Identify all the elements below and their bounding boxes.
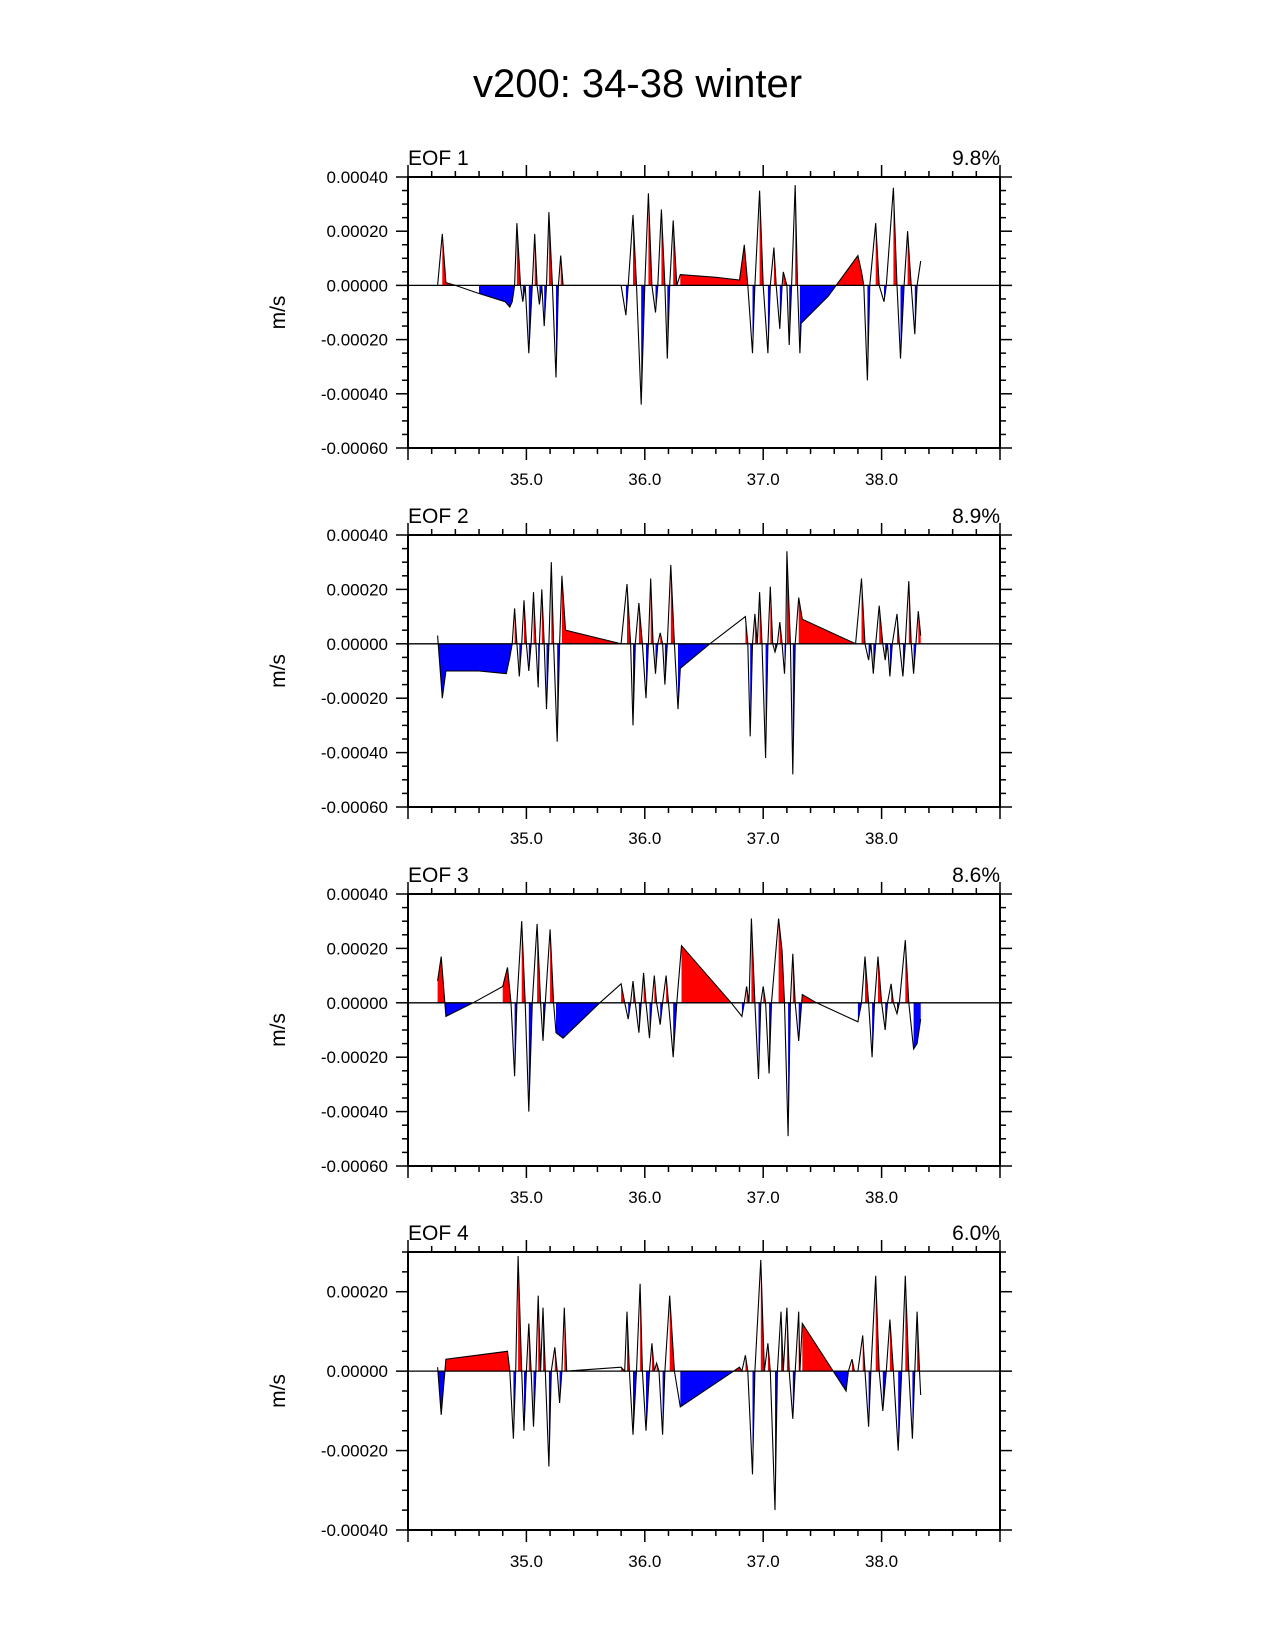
- positive-fill-12: [561, 575, 622, 644]
- x-tick-label: 37.0: [747, 829, 780, 848]
- x-tick-label: 38.0: [865, 1188, 898, 1207]
- y-tick-label: -0.00060: [321, 439, 388, 458]
- positive-fill-0: [437, 956, 445, 1003]
- y-tick-label: 0.00020: [327, 222, 388, 241]
- y-tick-label: 0.00000: [327, 1362, 388, 1381]
- x-tick-label: 35.0: [510, 829, 543, 848]
- y-tick-label: 0.00040: [327, 885, 388, 904]
- y-tick-label: -0.00020: [321, 331, 388, 350]
- x-tick-label: 36.0: [628, 829, 661, 848]
- y-tick-label: 0.00020: [327, 939, 388, 958]
- x-tick-label: 38.0: [865, 829, 898, 848]
- panel-label: EOF 2: [408, 505, 469, 528]
- variance-percent: 8.9%: [952, 505, 1000, 528]
- panel-label: EOF 4: [408, 1222, 469, 1245]
- panel-label: EOF 1: [408, 147, 469, 170]
- variance-percent: 9.8%: [952, 147, 1000, 170]
- variance-percent: 6.0%: [952, 1222, 1000, 1245]
- y-tick-label: -0.00060: [321, 798, 388, 817]
- negative-fill-22: [678, 643, 710, 710]
- positive-fill-0: [442, 233, 456, 286]
- x-tick-label: 37.0: [747, 470, 780, 489]
- x-tick-label: 35.0: [510, 470, 543, 489]
- eof-series-line: [437, 551, 922, 775]
- eof-panel-2: -0.00060 -0.00040 -0.00020 0.00000 0.00020 0.…: [267, 505, 1012, 848]
- positive-fill-2: [444, 1351, 510, 1372]
- x-tick-label: 36.0: [628, 1552, 661, 1571]
- x-tick-label: 36.0: [628, 1188, 661, 1207]
- positive-fill-29: [836, 255, 864, 286]
- y-axis-label: m/s: [267, 1374, 290, 1408]
- y-tick-label: 0.00040: [327, 526, 388, 545]
- x-tick-label: 38.0: [865, 470, 898, 489]
- y-tick-label: -0.00020: [321, 689, 388, 708]
- y-tick-label: -0.00040: [321, 385, 388, 404]
- y-tick-label: 0.00000: [327, 994, 388, 1013]
- positive-fill-2: [502, 967, 511, 1003]
- y-tick-label: 0.00000: [327, 635, 388, 654]
- x-tick-label: 38.0: [865, 1552, 898, 1571]
- y-axis-label: m/s: [267, 296, 290, 330]
- negative-fill-28: [799, 285, 837, 354]
- y-tick-label: -0.00040: [321, 1521, 388, 1540]
- y-tick-label: -0.00020: [321, 1048, 388, 1067]
- x-tick-label: 36.0: [628, 470, 661, 489]
- y-tick-label: 0.00020: [327, 1283, 388, 1302]
- eof-panel-3: -0.00060 -0.00040 -0.00020 0.00000 0.00020 0.…: [267, 864, 1012, 1207]
- y-tick-label: -0.00040: [321, 744, 388, 763]
- y-tick-label: -0.00040: [321, 1103, 388, 1122]
- variance-percent: 8.6%: [952, 864, 1000, 887]
- negative-fill-1: [479, 285, 515, 308]
- eof-series-line: [437, 918, 922, 1137]
- chart-title: v200: 34-38 winter: [472, 62, 803, 106]
- eof-panel-4: -0.00040 -0.00020 0.00000 0.00020 35.0 36.0 37…: [267, 1222, 1012, 1571]
- y-tick-label: -0.00060: [321, 1157, 388, 1176]
- y-tick-label: -0.00020: [321, 1442, 388, 1461]
- y-tick-label: 0.00040: [327, 168, 388, 187]
- negative-fill-9: [556, 1002, 600, 1039]
- x-tick-label: 35.0: [510, 1188, 543, 1207]
- x-tick-label: 37.0: [747, 1188, 780, 1207]
- y-tick-label: 0.00000: [327, 276, 388, 295]
- y-tick-label: 0.00020: [327, 580, 388, 599]
- eof-series-line: [437, 1255, 922, 1511]
- negative-fill-40: [913, 1002, 921, 1049]
- x-tick-label: 35.0: [510, 1552, 543, 1571]
- eof-series-line: [437, 185, 922, 405]
- y-axis-label: m/s: [267, 1013, 290, 1047]
- panel-label: EOF 3: [408, 864, 469, 887]
- x-tick-label: 37.0: [747, 1552, 780, 1571]
- negative-fill-1: [437, 1371, 445, 1415]
- plot-frame: [407, 176, 1001, 449]
- positive-fill-34: [798, 597, 856, 644]
- eof-panel-1: -0.00060 -0.00040 -0.00020 0.00000 0.00020 0.…: [267, 147, 1012, 489]
- y-axis-label: m/s: [267, 654, 290, 688]
